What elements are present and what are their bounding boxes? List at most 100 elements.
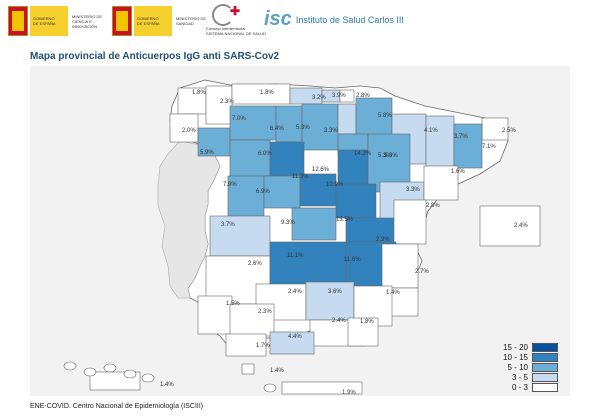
labels-layer: 1.8% 2.3% 1.8% 3.2% 3.9% 2.8% 2.0% 5.9% 7.0% 6.4%… (160, 90, 528, 396)
province-c-diz (225, 333, 267, 357)
province-value-label: 3.3% (406, 187, 420, 193)
provinces-layer (63, 83, 541, 395)
island-shape (63, 361, 77, 371)
province-value-label: 2.4% (332, 318, 346, 324)
province-c-ceres (209, 215, 271, 257)
legend-row: 5 - 10 (498, 362, 558, 372)
province-value-label: 1.8% (192, 90, 206, 96)
gov-logo-health: GOBIERNO DE ESPAÑA MINISTERIO DE SANIDAD (112, 4, 216, 38)
legend-swatch (532, 362, 558, 372)
ministry-label: MINISTERIO DE CIENCIA E INNOVACIÓN (72, 13, 103, 29)
map-panel: 1.8% 2.3% 1.8% 3.2% 3.9% 2.8% 2.0% 5.9% 7.0% 6.4%… (30, 66, 570, 396)
province-value-label: 6.9% (256, 189, 270, 195)
header-logos: GOBIERNO DE ESPAÑA MINISTERIO DE CIENCIA… (8, 4, 598, 40)
province-ceuta (241, 363, 255, 375)
isciii-icon: isc (264, 8, 292, 30)
consejo-label: Consejo Interterritorial SISTEMA NACIONAL… (206, 26, 266, 36)
province-value-label: 12.6% (312, 167, 330, 173)
province-zamora (229, 139, 271, 177)
province-value-label: 1.4% (270, 368, 284, 374)
province-value-label: 2.3% (376, 237, 390, 243)
province-baleares (479, 205, 541, 247)
legend-row: 10 - 15 (498, 352, 558, 362)
province-value-label: 2.4% (288, 289, 302, 295)
consejo-logo: ✚ Consejo Interterritorial SISTEMA NACION… (206, 4, 266, 38)
legend-row: 3 - 5 (498, 372, 558, 382)
province-value-label: 1.7% (256, 343, 270, 349)
province-palencia (275, 105, 303, 143)
source-footer: ENE-COVID. Centro Nacional de Epidemiolo… (30, 403, 204, 410)
province-castell-n (393, 199, 427, 245)
province-value-label: 2.8% (426, 203, 440, 209)
province-value-label: 5.8% (378, 113, 392, 119)
province-value-label: 4.1% (424, 128, 438, 134)
province-gipuzkoa (339, 89, 355, 103)
map-legend: 15 - 20 10 - 15 5 - 10 3 - 5 0 - 3 (498, 342, 558, 392)
province-value-label: 2.8% (356, 93, 370, 99)
province-value-label: 14.2% (354, 151, 372, 157)
legend-row: 15 - 20 (498, 342, 558, 352)
province-madrid (291, 207, 337, 241)
province-value-label: 6.4% (270, 126, 284, 132)
province-value-label: 7.9% (223, 182, 237, 188)
portugal (157, 140, 221, 299)
province-le-n (229, 105, 277, 141)
province-lugo (205, 85, 233, 125)
province--vila (263, 175, 301, 209)
province-ciudad-real (269, 241, 347, 285)
province-value-label: 2.0% (182, 128, 196, 134)
coat-of-arms-icon (8, 6, 28, 36)
legend-swatch (532, 342, 558, 352)
province-value-label: 11.3% (292, 174, 309, 180)
ministry-label: MINISTERIO DE SANIDAD (176, 16, 207, 26)
province-value-label: 1.4% (160, 382, 174, 388)
island-shape (141, 373, 155, 383)
province-value-label: 3.6% (328, 289, 342, 295)
province-value-label: 3.3% (324, 128, 338, 134)
page-title: Mapa provincial de Anticuerpos IgG anti … (30, 51, 280, 62)
province-value-label: 2.7% (415, 269, 429, 275)
island-shape (263, 383, 277, 393)
province-sevilla (229, 303, 275, 337)
province-value-label: 5.3% (378, 153, 392, 159)
island-shape (123, 369, 137, 379)
province-guadalajara (335, 183, 377, 219)
province-value-label: 1.8% (260, 90, 274, 96)
province-value-label: 1.9% (342, 390, 356, 396)
gov-label: GOBIERNO DE ESPAÑA (134, 6, 172, 36)
province-value-label: 10.9% (326, 182, 344, 188)
coat-of-arms-icon (112, 6, 132, 36)
province-value-label: 3.2% (312, 95, 326, 101)
province-value-label: 3.7% (221, 222, 235, 228)
province-a-coru-a (177, 87, 207, 115)
province-barcelona (453, 123, 483, 169)
province-value-label: 2.3% (258, 309, 272, 315)
province-value-label: 1.4% (386, 290, 400, 296)
province-value-label: 2.3% (220, 99, 234, 105)
province-value-label: 11.6% (344, 257, 361, 263)
legend-swatch (532, 382, 558, 392)
province-value-label: 5.3% (296, 125, 310, 131)
province-value-label: 13.5% (336, 217, 354, 223)
province-value-label: 2.6% (248, 261, 262, 267)
legend-row: 0 - 3 (498, 382, 558, 392)
province-value-label: 3.9% (332, 93, 346, 99)
province-value-label: 7.0% (232, 116, 246, 122)
province-lleida (425, 115, 455, 173)
island-shape (103, 363, 117, 373)
isciii-label: Instituto de Salud Carlos III (295, 14, 404, 25)
circle-icon (212, 4, 234, 26)
province-ja-n (305, 281, 355, 321)
gov-label: GOBIERNO DE ESPAÑA (30, 6, 68, 36)
province-value-label: 4.4% (288, 334, 302, 340)
province-m-laga (269, 331, 315, 355)
province-value-label: 1.6% (451, 169, 465, 175)
legend-swatch (532, 372, 558, 382)
province-value-label: 2.5% (502, 128, 516, 134)
province-value-label: 1.8% (360, 319, 374, 325)
province-value-label: 9.3% (281, 220, 295, 226)
province-value-label: 6.0% (258, 151, 272, 157)
province-value-label: 7.1% (482, 144, 496, 150)
province-value-label: 5.3% (384, 153, 398, 159)
province-almer-a (347, 317, 379, 347)
